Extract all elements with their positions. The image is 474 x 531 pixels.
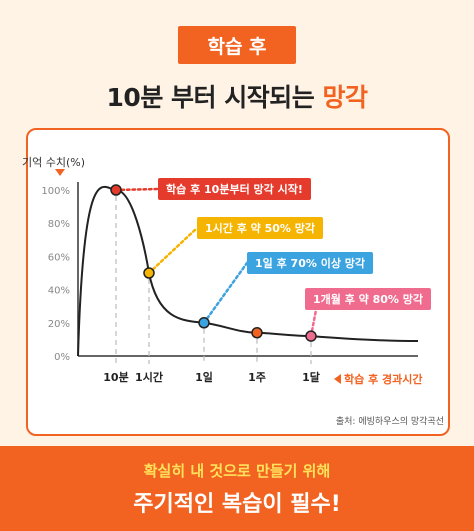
callout-label: 1개월 후 약 80% 망각 [305,288,432,310]
data-point [110,184,122,196]
y-tick-label: 80% [48,219,70,230]
callout-connector [114,187,160,192]
down-arrow-icon [55,169,65,176]
footer-subtitle: 확실히 내 것으로 만들기 위해 [143,462,331,480]
page-title: 10분 부터 시작되는 망각 [0,78,474,114]
callout-label: 학습 후 10분부터 망각 시작! [158,178,311,200]
y-tick-label: 60% [48,252,70,263]
footer-banner: 확실히 내 것으로 만들기 위해 주기적인 복습이 필수! [0,446,474,531]
x-axis-label: 학습 후 경과시간 [334,371,423,387]
left-arrow-icon [334,374,341,384]
x-tick-label: 1일 [195,370,213,384]
callout-label: 1시간 후 약 50% 망각 [197,217,324,239]
title-accent: 망각 [322,83,368,112]
x-tick-label: 10분 [103,371,128,384]
x-tick-label: 1달 [302,371,320,384]
header-badge: 학습 후 [178,26,296,64]
data-point [198,317,210,329]
y-axis-label: 기억 수치(%) [22,156,86,169]
x-axis-label-text: 학습 후 경과시간 [344,373,423,386]
data-point [251,327,263,339]
footer-title: 주기적인 복습이 필수! [133,492,341,517]
x-tick-label: 1주 [248,371,266,384]
callout-label: 1일 후 70% 이상 망각 [247,252,374,274]
data-point [305,330,317,342]
title-middle: 시작되는 [224,83,323,112]
y-tick-label: 0% [54,352,70,363]
callout-connector [202,261,249,325]
source-note: 출처: 에빙하우스의 망각곡선 [335,417,444,427]
data-point [143,267,155,279]
callout-connector [147,226,199,275]
title-prefix: 10분 부터 [106,83,225,112]
y-tick-label: 40% [48,286,70,297]
y-tick-label: 100% [41,186,70,197]
y-tick-label: 20% [48,319,70,330]
x-tick-label: 1시간 [135,370,163,384]
